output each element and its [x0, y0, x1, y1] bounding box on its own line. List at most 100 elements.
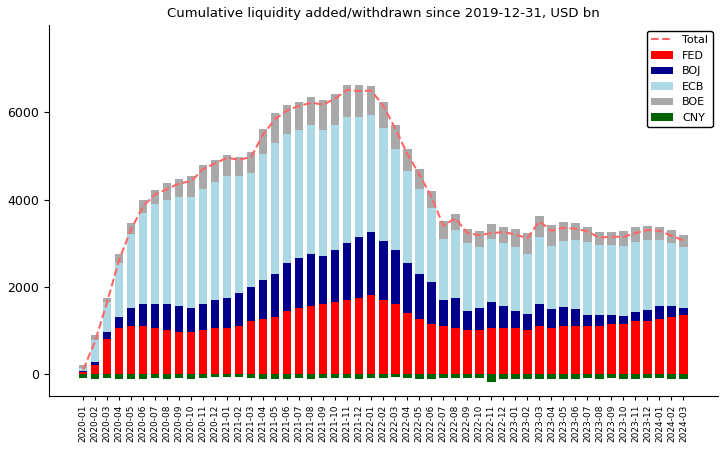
Bar	[608, 232, 616, 245]
Bar	[115, 328, 123, 374]
Bar	[391, 304, 399, 374]
Bar	[247, 153, 255, 173]
Bar	[151, 328, 160, 374]
Bar	[235, 293, 244, 326]
Bar	[367, 295, 376, 374]
Bar	[307, 306, 315, 374]
Title: Cumulative liquidity added/withdrawn since 2019-12-31, USD bn: Cumulative liquidity added/withdrawn sin…	[167, 7, 600, 20]
Bar	[223, 154, 231, 176]
Bar	[523, 314, 531, 330]
Bar	[235, 176, 244, 293]
Bar	[667, 306, 676, 317]
Bar	[223, 298, 231, 328]
Bar	[403, 263, 412, 313]
Bar	[451, 230, 460, 298]
Bar	[643, 374, 652, 378]
Bar	[511, 247, 520, 311]
Bar	[463, 330, 471, 374]
Bar	[223, 328, 231, 374]
Bar	[139, 304, 147, 326]
Bar	[523, 374, 531, 379]
Bar	[391, 374, 399, 377]
Bar	[331, 374, 339, 378]
Bar	[463, 374, 471, 378]
Bar	[643, 226, 652, 241]
Bar	[187, 374, 196, 379]
Bar	[283, 311, 291, 374]
Bar	[415, 374, 423, 379]
Bar	[211, 328, 220, 374]
Bar	[271, 374, 279, 379]
Bar	[271, 317, 279, 374]
Bar	[295, 130, 304, 258]
Bar	[163, 199, 171, 304]
Bar	[331, 250, 339, 302]
Bar	[79, 372, 88, 374]
Bar	[475, 247, 484, 308]
Bar	[343, 243, 352, 299]
Bar	[559, 326, 568, 374]
Bar	[583, 227, 592, 242]
Bar	[103, 374, 112, 378]
Bar	[187, 332, 196, 374]
Bar	[295, 308, 304, 374]
Bar	[655, 240, 663, 306]
Bar	[175, 374, 183, 378]
Bar	[331, 125, 339, 250]
Bar	[211, 160, 220, 182]
Bar	[499, 328, 507, 374]
Bar	[667, 230, 676, 242]
Bar	[79, 374, 88, 378]
Bar	[559, 241, 568, 307]
Bar	[175, 179, 183, 197]
Bar	[355, 237, 363, 298]
Legend: Total, FED, BOJ, ECB, BOE, CNY: Total, FED, BOJ, ECB, BOE, CNY	[647, 31, 713, 128]
Bar	[259, 374, 268, 379]
Bar	[103, 302, 112, 332]
Bar	[655, 374, 663, 378]
Bar	[667, 317, 676, 374]
Bar	[199, 330, 207, 374]
Bar	[679, 247, 687, 308]
Bar	[427, 282, 436, 324]
Bar	[403, 150, 412, 171]
Bar	[139, 374, 147, 379]
Bar	[559, 374, 568, 379]
Bar	[439, 299, 447, 326]
Bar	[523, 330, 531, 374]
Bar	[319, 100, 328, 130]
Bar	[655, 226, 663, 240]
Bar	[91, 361, 99, 365]
Bar	[367, 86, 376, 114]
Bar	[295, 101, 304, 130]
Bar	[415, 273, 423, 319]
Bar	[283, 263, 291, 311]
Bar	[367, 374, 376, 378]
Bar	[631, 312, 639, 321]
Bar	[511, 229, 520, 247]
Bar	[547, 246, 555, 309]
Bar	[223, 176, 231, 298]
Bar	[475, 330, 484, 374]
Bar	[139, 200, 147, 212]
Bar	[427, 374, 436, 379]
Bar	[175, 306, 183, 332]
Bar	[343, 374, 352, 378]
Bar	[499, 243, 507, 306]
Bar	[151, 304, 160, 328]
Bar	[583, 374, 592, 378]
Bar	[247, 374, 255, 378]
Bar	[283, 374, 291, 379]
Bar	[487, 302, 496, 328]
Bar	[139, 326, 147, 374]
Bar	[571, 223, 579, 240]
Bar	[163, 304, 171, 330]
Bar	[115, 254, 123, 263]
Bar	[163, 183, 171, 199]
Bar	[235, 326, 244, 374]
Bar	[391, 150, 399, 250]
Bar	[439, 239, 447, 299]
Bar	[391, 125, 399, 150]
Bar	[115, 374, 123, 379]
Bar	[151, 204, 160, 304]
